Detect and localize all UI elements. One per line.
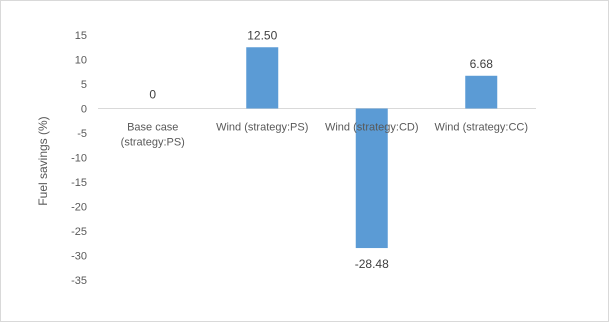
data-label: 0 [149, 88, 156, 102]
y-tick-label: 15 [75, 30, 87, 42]
bar [355, 108, 388, 249]
data-labels: 0 12.50 -28.48 6.68 [149, 28, 493, 271]
y-tick-label: 5 [81, 79, 87, 91]
category-label: Base case (strategy:PS) [121, 122, 185, 149]
bar-chart: Fuel savings (%) 15 10 5 0 -5 -10 -15 -20 -25 -30… [36, 28, 536, 287]
data-label: 12.50 [247, 28, 277, 42]
bars [246, 47, 498, 249]
category-label: Wind (strategy:CC) [434, 122, 528, 134]
bar [465, 75, 498, 109]
y-tick-label: 0 [81, 104, 87, 116]
data-label: 6.68 [470, 57, 494, 71]
y-tick-label: -25 [71, 226, 87, 238]
y-tick-label: -10 [71, 153, 87, 165]
category-label: Wind (strategy:PS) [216, 122, 308, 134]
category-labels: Base case (strategy:PS) Wind (strategy:PS)… [121, 122, 528, 149]
y-tick-label: -35 [71, 275, 87, 287]
y-tick-label: 10 [75, 55, 87, 67]
y-tick-label: -20 [71, 202, 87, 214]
y-axis-title: Fuel savings (%) [36, 116, 50, 205]
y-tick-label: -5 [77, 128, 87, 140]
y-axis-ticks: 15 10 5 0 -5 -10 -15 -20 -25 -30 -35 [71, 30, 87, 287]
y-tick-label: -15 [71, 177, 87, 189]
data-label: -28.48 [355, 257, 389, 271]
y-tick-label: -30 [71, 251, 87, 263]
bar [246, 47, 279, 109]
category-label: Wind (strategy:CD) [325, 122, 419, 134]
